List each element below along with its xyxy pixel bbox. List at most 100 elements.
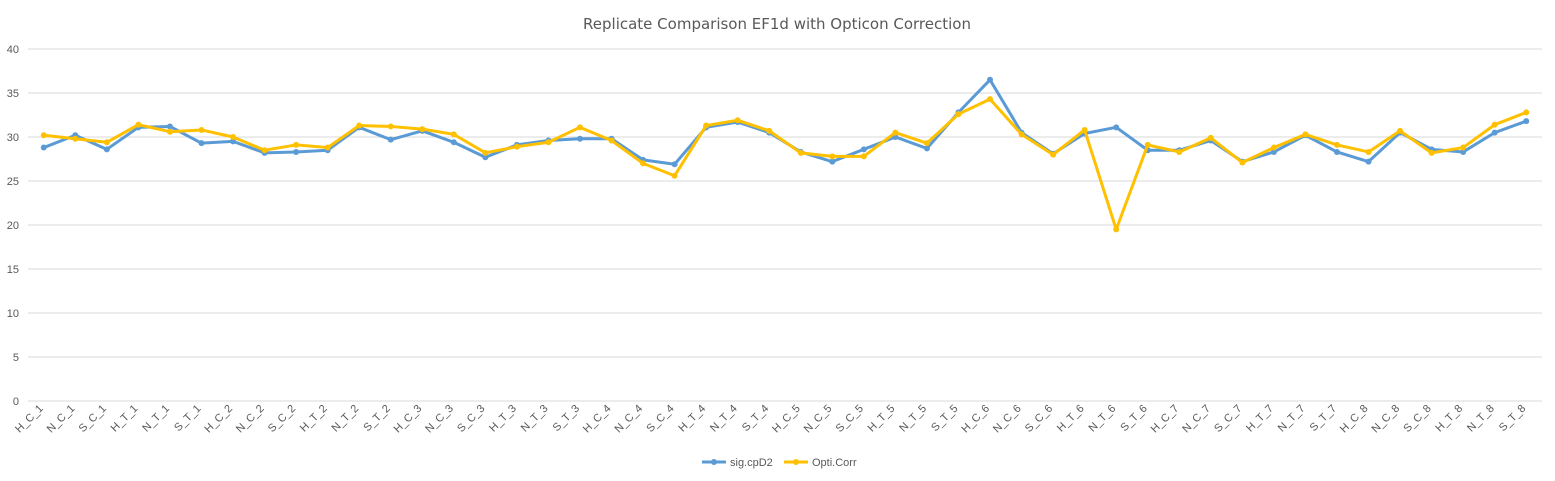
data-point bbox=[166, 128, 173, 135]
y-tick-label: 10 bbox=[7, 308, 19, 320]
data-point bbox=[482, 149, 489, 156]
x-tick-label: N_C_6 bbox=[991, 403, 1024, 436]
data-point bbox=[198, 126, 205, 133]
data-point bbox=[1270, 148, 1277, 155]
data-point bbox=[955, 111, 962, 118]
data-point bbox=[640, 160, 647, 167]
x-tick-label: S_T_4 bbox=[740, 403, 771, 434]
data-point bbox=[387, 123, 394, 130]
x-tick-label: S_T_2 bbox=[361, 403, 392, 434]
data-point bbox=[608, 137, 615, 144]
x-tick-label: N_T_3 bbox=[519, 403, 551, 435]
x-tick-label: S_C_1 bbox=[77, 403, 109, 435]
data-point bbox=[703, 122, 710, 129]
chart-title: Replicate Comparison EF1d with Opticon C… bbox=[583, 15, 971, 33]
x-tick-label: S_T_6 bbox=[1118, 403, 1149, 434]
x-tick-label: N_C_7 bbox=[1180, 403, 1213, 436]
x-tick-label: S_C_6 bbox=[1023, 403, 1055, 435]
x-tick-label: N_C_5 bbox=[802, 403, 835, 436]
legend-marker bbox=[793, 459, 799, 465]
y-tick-label: 0 bbox=[13, 396, 19, 408]
data-point bbox=[766, 127, 773, 134]
x-tick-label: H_C_4 bbox=[581, 403, 614, 436]
x-tick-label: H_C_6 bbox=[959, 403, 992, 436]
data-point bbox=[1018, 131, 1025, 138]
y-tick-label: 25 bbox=[7, 176, 19, 188]
x-tick-label: N_T_6 bbox=[1086, 403, 1118, 435]
data-point bbox=[1270, 144, 1277, 151]
x-tick-label: S_T_5 bbox=[929, 403, 960, 434]
x-tick-label: N_T_8 bbox=[1465, 403, 1497, 435]
y-tick-label: 35 bbox=[7, 88, 19, 100]
x-tick-label: N_C_1 bbox=[45, 403, 78, 436]
data-point bbox=[576, 135, 583, 142]
x-axis-ticks: H_C_1N_C_1 S_C_1 H_T_1 N_T_1 S_T_1H_C_2N_C_2… bbox=[13, 403, 1528, 436]
data-point bbox=[923, 145, 930, 152]
data-point bbox=[1491, 129, 1498, 136]
x-tick-label: H_T_4 bbox=[676, 403, 708, 435]
x-tick-label: S_C_2 bbox=[266, 403, 298, 435]
data-point bbox=[1113, 124, 1120, 131]
x-tick-label: H_T_2 bbox=[298, 403, 330, 435]
x-tick-label: N_T_5 bbox=[897, 403, 929, 435]
y-tick-label: 40 bbox=[7, 44, 19, 56]
data-point bbox=[166, 123, 173, 130]
data-point bbox=[135, 121, 142, 128]
data-point bbox=[293, 148, 300, 155]
data-point bbox=[734, 117, 741, 124]
x-tick-label: H_T_5 bbox=[866, 403, 898, 435]
y-axis-ticks: 0 5 10 15 20 25 30 35 40 bbox=[7, 44, 19, 408]
data-point bbox=[860, 146, 867, 153]
data-point bbox=[892, 129, 899, 136]
data-point bbox=[576, 124, 583, 131]
data-point bbox=[103, 139, 110, 146]
x-tick-label: N_C_3 bbox=[423, 403, 456, 436]
data-point bbox=[482, 154, 489, 161]
data-point bbox=[450, 139, 457, 146]
data-point bbox=[1333, 148, 1340, 155]
data-point bbox=[1523, 118, 1530, 125]
data-point bbox=[261, 147, 268, 154]
x-tick-label: S_C_3 bbox=[455, 403, 487, 435]
data-point bbox=[1144, 141, 1151, 148]
data-point bbox=[1050, 151, 1057, 158]
y-tick-label: 30 bbox=[7, 132, 19, 144]
data-point bbox=[1523, 109, 1530, 116]
gridlines bbox=[28, 48, 1542, 402]
data-point bbox=[1176, 148, 1183, 155]
x-tick-label: N_T_2 bbox=[329, 403, 361, 435]
x-tick-label: H_C_3 bbox=[392, 403, 425, 436]
data-point bbox=[103, 146, 110, 153]
x-tick-label: S_T_1 bbox=[172, 403, 203, 434]
data-point bbox=[1460, 144, 1467, 151]
x-tick-label: S_T_8 bbox=[1497, 403, 1528, 434]
data-point bbox=[1239, 159, 1246, 166]
data-point bbox=[513, 143, 520, 150]
data-point bbox=[1207, 134, 1214, 141]
data-point bbox=[1302, 131, 1309, 138]
data-point bbox=[40, 144, 47, 151]
data-point bbox=[829, 153, 836, 160]
data-point bbox=[797, 149, 804, 156]
x-tick-label: S_C_4 bbox=[644, 403, 676, 435]
x-tick-label: H_T_7 bbox=[1244, 403, 1276, 435]
x-tick-label: H_C_8 bbox=[1338, 403, 1371, 436]
x-tick-label: H_C_7 bbox=[1149, 403, 1182, 436]
series-opti-corr bbox=[40, 96, 1530, 233]
legend-label: sig.cpD2 bbox=[730, 457, 773, 469]
data-point bbox=[671, 161, 678, 168]
y-tick-label: 15 bbox=[7, 264, 19, 276]
data-point bbox=[829, 158, 836, 165]
x-tick-label: H_T_6 bbox=[1055, 403, 1087, 435]
data-point bbox=[450, 131, 457, 138]
data-point bbox=[923, 140, 930, 147]
x-tick-label: H_C_5 bbox=[770, 403, 803, 436]
x-tick-label: H_T_3 bbox=[487, 403, 519, 435]
legend-label: Opti.Corr bbox=[812, 457, 857, 469]
x-tick-label: N_C_4 bbox=[612, 403, 645, 436]
x-tick-label: S_T_7 bbox=[1308, 403, 1339, 434]
data-point bbox=[419, 126, 426, 133]
data-point bbox=[860, 153, 867, 160]
data-point bbox=[545, 139, 552, 146]
y-tick-label: 20 bbox=[7, 220, 19, 232]
